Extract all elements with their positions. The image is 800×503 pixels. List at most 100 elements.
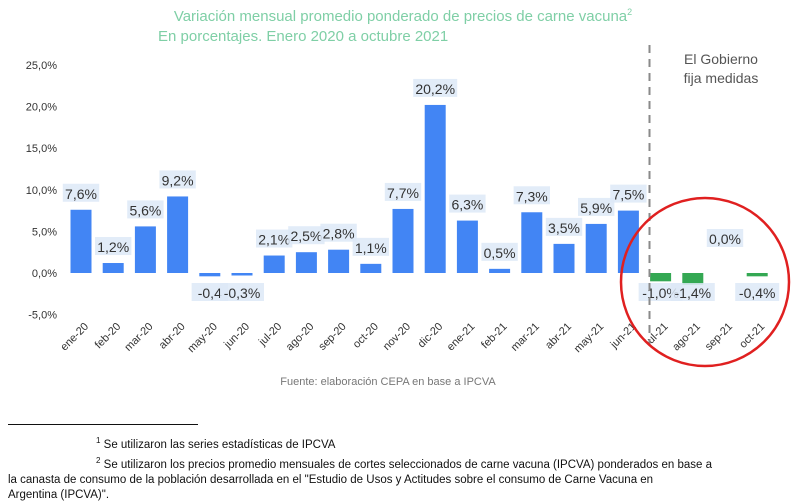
data-label-bg [352, 237, 389, 256]
bar [70, 209, 92, 273]
bar [456, 220, 478, 273]
y-tick-label: 15,0% [26, 143, 57, 155]
footnotes: 1 Se utilizaron las series estadísticas … [8, 424, 792, 503]
x-tick-label: feb-21 [479, 321, 510, 352]
bar [650, 273, 672, 282]
data-label: -0,3% [224, 285, 261, 301]
bar [102, 263, 124, 273]
data-label-bg [610, 184, 647, 203]
bar [167, 196, 189, 273]
y-axis: -5,0% 0,0% 5,0% 10,0% 15,0% 20,0% 25,0% [26, 60, 57, 322]
data-label-bg [95, 237, 132, 256]
x-tick-label: ago-21 [670, 321, 703, 354]
data-label: -1,0% [642, 285, 679, 301]
x-tick-label: dic-20 [416, 321, 446, 351]
data-label: 0,5% [484, 245, 516, 261]
annotation-line: El Gobierno [684, 51, 758, 67]
bars [70, 104, 768, 285]
bar [746, 273, 768, 277]
data-label-bg [735, 283, 780, 301]
x-tick-label: feb-20 [93, 321, 124, 352]
data-label: 0,0% [709, 231, 741, 247]
footnote-rule [8, 424, 198, 425]
footnote-1: 1 Se utilizaron las series estadísticas … [96, 436, 336, 451]
y-tick-label: 5,0% [32, 226, 57, 238]
data-label-bg [127, 200, 164, 219]
bar [617, 210, 639, 273]
y-tick-label: 20,0% [26, 102, 57, 114]
x-tick-label: may-21 [572, 321, 606, 355]
footnote-2: 2 Se utilizaron los precios promedio men… [96, 455, 713, 471]
bar [424, 104, 446, 273]
data-label-bg [159, 170, 196, 189]
footnote-2-cont: la canasta de consumo de la población de… [8, 473, 654, 486]
bar [199, 273, 221, 277]
data-label: 1,2% [97, 239, 129, 255]
data-label: 2,5% [290, 228, 322, 244]
bar [489, 268, 511, 273]
data-label: 7,5% [612, 187, 644, 203]
bar [360, 263, 382, 273]
data-label: -0,4 [198, 285, 222, 301]
x-tick-label: sep-21 [703, 321, 735, 353]
x-tick-label: abr-21 [543, 321, 574, 352]
x-tick-label: sep-20 [316, 321, 348, 353]
bar [328, 249, 350, 273]
data-label-bg [513, 186, 550, 205]
data-label: 1,1% [355, 240, 387, 256]
x-tick-label: ene-21 [445, 321, 478, 354]
data-label: 7,3% [516, 188, 548, 204]
x-tick-label: abr-20 [157, 321, 188, 352]
data-label: 20,2% [415, 81, 455, 97]
y-tick-label: 0,0% [32, 268, 57, 280]
data-label-bg [413, 78, 458, 97]
chart-title: Variación mensual promedio ponderado de … [174, 7, 632, 25]
data-label-bg [256, 229, 293, 248]
x-tick-label: may-20 [185, 321, 219, 355]
bar [682, 273, 704, 285]
x-tick-label: jun-20 [221, 321, 252, 352]
x-tick-label: nov-20 [381, 321, 413, 353]
data-label: 7,7% [387, 185, 419, 201]
bar [295, 252, 317, 273]
data-label: -1,4% [675, 285, 712, 301]
annotation-line: fija medidas [684, 70, 759, 86]
data-label-bg [545, 217, 583, 236]
chart-source: Fuente: elaboración CEPA en base a IPCVA [280, 376, 496, 388]
y-tick-label: -5,0% [28, 310, 57, 322]
bar [553, 243, 575, 273]
data-label: 6,3% [451, 197, 483, 213]
bar [392, 208, 414, 273]
data-label-bg [481, 242, 518, 261]
x-tick-label: ago-20 [284, 321, 317, 354]
highlight-circle [619, 196, 791, 368]
data-label-bg [578, 197, 615, 216]
policy-annotation: El Gobierno fija medidas [684, 51, 759, 86]
bar [521, 212, 543, 273]
data-label: 5,6% [129, 202, 161, 218]
x-tick-label: oct-21 [737, 321, 767, 351]
chart-subtitle: En porcentajes. Enero 2020 a octubre 202… [158, 28, 448, 45]
x-tick-label: mar-20 [122, 321, 155, 354]
x-tick-label: ene-20 [58, 321, 91, 354]
data-label: 3,5% [548, 220, 580, 236]
x-tick-label: mar-21 [509, 321, 542, 354]
data-labels: 7,6% 1,2% 5,6%9,2% -0,4 -0,3% 2,1% 2,5% 2,8%1,1… [62, 78, 780, 301]
data-label-bg [220, 283, 264, 301]
data-label-bg [62, 183, 100, 202]
y-tick-label: 25,0% [26, 60, 57, 72]
x-tick-label: oct-20 [351, 321, 381, 351]
bar [134, 226, 156, 273]
bar [585, 223, 607, 273]
data-label: 2,1% [258, 232, 290, 248]
data-label: 5,9% [580, 200, 612, 216]
x-tick-label: jul-20 [256, 321, 284, 349]
footnote-2-end: Argentina (IPCVA)". [8, 488, 110, 501]
data-label-bg [706, 229, 744, 247]
data-label-bg [288, 226, 325, 245]
bar-chart: Variación mensual promedio ponderado de … [26, 7, 791, 388]
data-label: -0,4% [739, 285, 776, 301]
data-label-bg [384, 182, 422, 201]
data-label-bg [320, 223, 357, 242]
